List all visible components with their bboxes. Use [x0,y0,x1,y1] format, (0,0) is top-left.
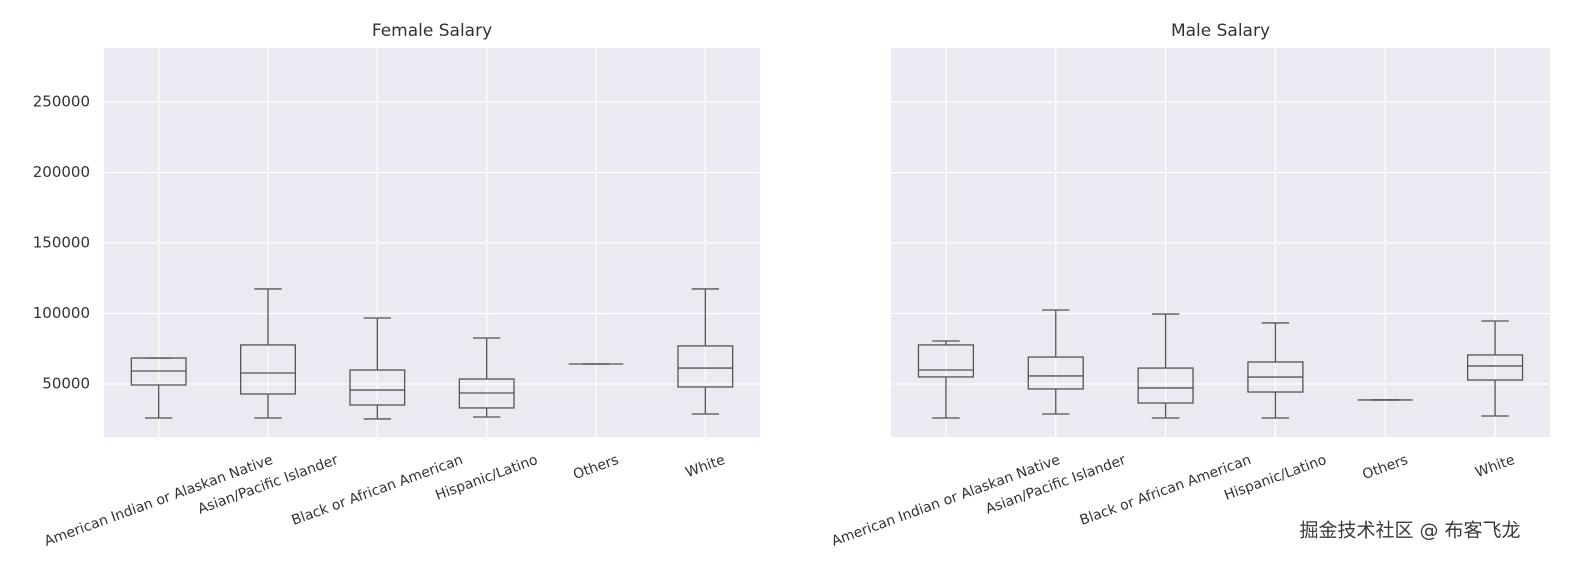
box [349,369,406,406]
box [1137,367,1194,404]
x-tick-label: Others [571,452,621,483]
y-tick-label: 250000 [33,93,90,111]
box [917,344,975,378]
x-tick-label: Others [1360,452,1410,483]
box [677,345,734,388]
box [240,344,296,395]
chart-title: Male Salary [1171,21,1270,41]
x-tick-label: White [1473,452,1517,481]
box [1466,354,1524,381]
watermark: 掘金技术社区 @ 布客飞龙 [1299,520,1520,542]
y-tick-label: 200000 [33,163,90,181]
y-tick-label: 150000 [33,233,90,251]
chart-title: Female Salary [372,21,492,41]
x-tick-label: White [683,452,727,481]
y-tick-label: 100000 [33,304,90,322]
box [1027,356,1084,390]
y-tick-label: 50000 [42,374,90,392]
